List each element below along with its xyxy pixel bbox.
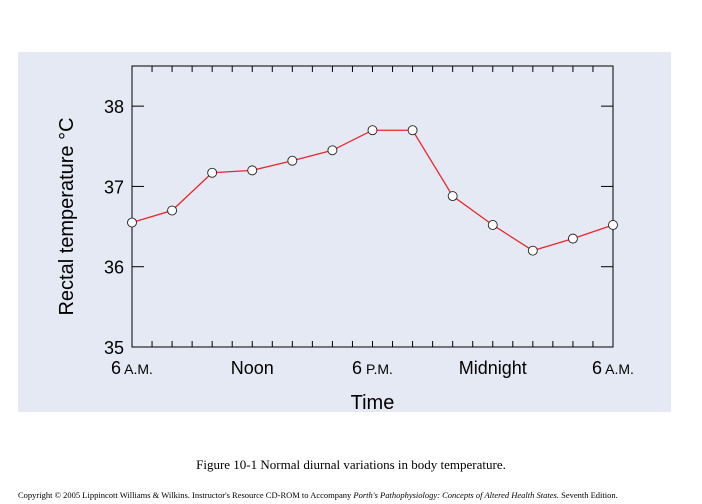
y-tick-label: 38 xyxy=(104,97,124,117)
data-point xyxy=(527,245,538,256)
chart-panel: 35 36 37 38 6 A.M. Noon 6 P.M. Midnight 6 A.M. Ti… xyxy=(18,52,671,412)
copyright-prefix: Copyright © 2005 Lippincott Williams & W… xyxy=(18,490,354,500)
data-point xyxy=(287,155,298,166)
x-tick-label: Midnight xyxy=(459,358,527,378)
y-tick-label: 37 xyxy=(104,177,124,197)
plot-frame xyxy=(131,65,614,348)
y-tick-label: 36 xyxy=(104,258,124,278)
temperature-series-line xyxy=(131,129,614,252)
data-point xyxy=(207,167,218,178)
data-point xyxy=(608,220,618,230)
book-title: Porth's Pathophysiology: Concepts of Alt… xyxy=(353,490,559,500)
x-tick-label: Noon xyxy=(231,358,274,378)
temperature-line-chart: 35 36 37 38 6 A.M. Noon 6 P.M. Midnight 6 A.M. Ti… xyxy=(56,65,634,412)
data-point xyxy=(367,125,378,136)
figure-caption: Figure 10-1 Normal diurnal variations in… xyxy=(196,457,506,472)
data-point xyxy=(407,125,418,136)
data-point xyxy=(447,191,458,202)
data-point xyxy=(567,233,578,244)
data-point xyxy=(167,205,178,216)
data-point xyxy=(327,145,338,156)
x-tick-label: 6 A.M. xyxy=(592,358,634,378)
data-point xyxy=(127,217,137,228)
x-tick-label: 6 P.M. xyxy=(352,358,393,378)
y-tick-label: 35 xyxy=(104,338,124,358)
copyright-notice: Copyright © 2005 Lippincott Williams & W… xyxy=(18,490,618,500)
data-point xyxy=(247,165,258,176)
y-axis-title: Rectal temperature °C xyxy=(56,117,78,315)
x-tick-label: 6 A.M. xyxy=(111,358,153,378)
data-point xyxy=(487,220,498,230)
copyright-suffix: Seventh Edition. xyxy=(558,490,618,500)
x-axis-title: Time xyxy=(351,392,395,412)
